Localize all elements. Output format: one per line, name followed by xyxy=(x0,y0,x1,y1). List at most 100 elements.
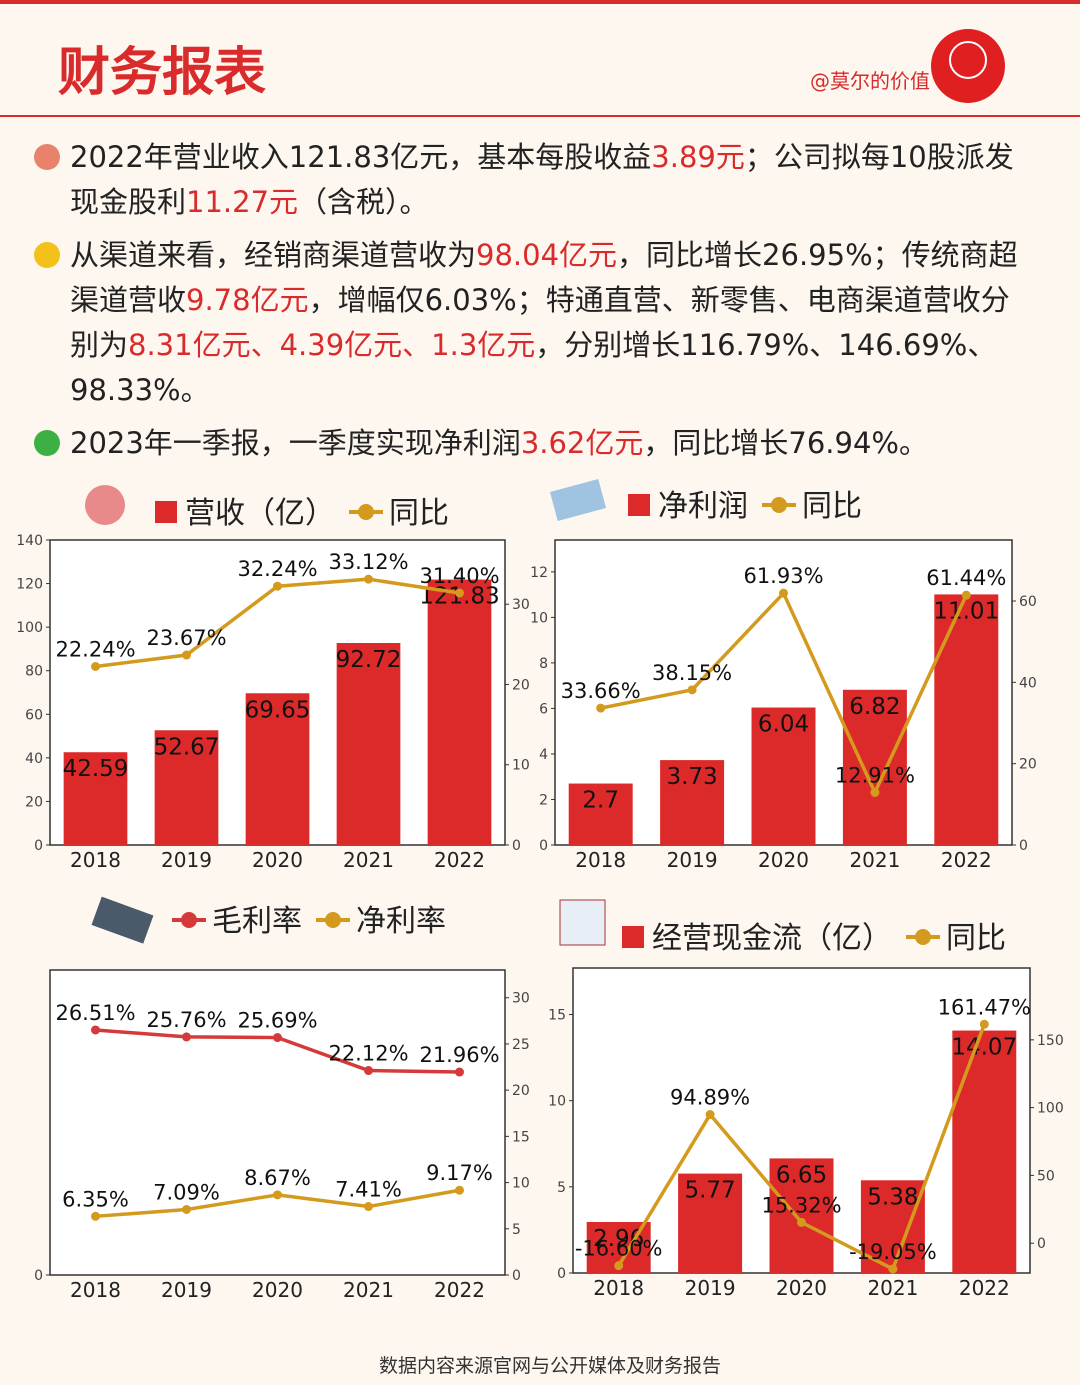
y-tick-label: 4 xyxy=(539,747,548,763)
y-tick-label: 120 xyxy=(16,577,43,593)
line-point xyxy=(182,650,191,660)
text: ，同比增长76.94%。 xyxy=(643,426,928,460)
y-tick-label: 0 xyxy=(34,838,43,854)
bar-label: 6.04 xyxy=(758,712,809,738)
line-point xyxy=(779,588,788,598)
y2-tick-label: 0 xyxy=(512,1268,521,1284)
text: ；公司拟每10股派发现金股利 xyxy=(70,140,1014,219)
text: （含税）。 xyxy=(298,185,429,219)
bar xyxy=(63,752,128,845)
line-label: 7.41% xyxy=(335,1178,402,1202)
text: 2023年一季报，一季度实现净利润 xyxy=(70,426,521,460)
line-label: 8.67% xyxy=(244,1166,311,1190)
y-tick-label: 15 xyxy=(548,1008,566,1024)
legend-label: 同比 xyxy=(389,496,449,531)
y-tick-label: 80 xyxy=(25,664,43,680)
y2-tick-label: 40 xyxy=(1019,675,1037,691)
bar-label: 14.07 xyxy=(951,1035,1017,1061)
line-point xyxy=(91,1025,100,1035)
x-tick-label: 2018 xyxy=(593,1276,644,1300)
legend-swatch xyxy=(915,929,931,945)
line-point xyxy=(273,581,282,591)
line-point xyxy=(91,661,100,671)
bar xyxy=(660,760,725,845)
x-tick-label: 2021 xyxy=(849,848,900,872)
y2-tick-label: 20 xyxy=(512,1083,530,1099)
bar-label: 92.72 xyxy=(336,647,402,673)
bar-label: 6.82 xyxy=(849,694,900,720)
y-tick-label: 10 xyxy=(548,1094,566,1110)
line-label: -16.60% xyxy=(575,1237,663,1261)
x-tick-label: 2020 xyxy=(252,848,303,872)
legend-swatch xyxy=(628,494,650,516)
line-label: 38.15% xyxy=(652,661,732,685)
x-tick-label: 2020 xyxy=(776,1276,827,1300)
line-point xyxy=(182,1204,191,1214)
line-point xyxy=(273,1190,282,1200)
x-tick-label: 2020 xyxy=(758,848,809,872)
avatar-face xyxy=(949,41,987,79)
line-point xyxy=(455,1067,464,1077)
line-label: 7.09% xyxy=(153,1180,220,1204)
legend-swatch xyxy=(181,912,197,928)
paragraph: 2022年营业收入121.83亿元，基本每股收益3.89元；公司拟每10股派发现… xyxy=(34,135,1020,225)
y-tick-label: 5 xyxy=(557,1180,566,1196)
line-label: 32.24% xyxy=(237,557,317,581)
line-label: 26.51% xyxy=(55,1001,135,1025)
bar-label: 5.77 xyxy=(684,1178,735,1204)
y-tick-label: 0 xyxy=(34,1268,43,1284)
y2-tick-label: 20 xyxy=(1019,757,1037,773)
bullet xyxy=(34,144,60,170)
line-point xyxy=(797,1217,806,1227)
line-point xyxy=(614,1261,624,1271)
line-point xyxy=(455,588,464,598)
legend-swatch xyxy=(358,504,374,520)
line-point xyxy=(364,1066,373,1076)
text: ，同比增长26.95%；传统商超渠道营收 xyxy=(70,238,1018,317)
line-label: 61.44% xyxy=(926,566,1006,590)
line-label: 33.12% xyxy=(328,550,408,574)
line-point xyxy=(888,1264,898,1274)
text: ，增幅仅6.03%；特通直营、新零售、电商渠道营收分别为 xyxy=(70,283,1010,362)
legend-label: 同比 xyxy=(802,489,862,524)
bar xyxy=(568,783,633,845)
footer: 数据内容来源官网与公开媒体及财务报告 xyxy=(379,1355,721,1377)
y2-tick-label: 30 xyxy=(512,597,530,613)
line-point xyxy=(182,1032,191,1042)
y2-tick-label: 30 xyxy=(512,991,530,1007)
bullet xyxy=(34,430,60,456)
bar xyxy=(336,643,401,845)
highlight-text: 8.31亿元、4.39亿元、1.3亿元 xyxy=(128,328,536,362)
x-tick-label: 2019 xyxy=(667,848,718,872)
line-point xyxy=(273,1033,282,1043)
bar-label: 6.65 xyxy=(776,1162,827,1188)
y2-tick-label: 15 xyxy=(512,1129,530,1145)
x-tick-label: 2021 xyxy=(343,848,394,872)
line-point xyxy=(364,574,373,584)
bar-label: 5.38 xyxy=(867,1184,918,1210)
bar xyxy=(952,1030,1017,1273)
legend-label: 经营现金流（亿） xyxy=(652,921,892,956)
y2-tick-label: 60 xyxy=(1019,594,1037,610)
y-tick-label: 0 xyxy=(557,1266,566,1282)
highlight-text: 3.89元 xyxy=(651,140,745,174)
line-label: 23.67% xyxy=(146,626,226,650)
icon-piggy xyxy=(85,485,125,525)
bar xyxy=(751,707,816,845)
paragraph: 从渠道来看，经销商渠道营收为98.04亿元，同比增长26.95%；传统商超渠道营… xyxy=(34,233,1020,413)
line-label: 161.47% xyxy=(938,995,1031,1019)
y-tick-label: 60 xyxy=(25,707,43,723)
line-point xyxy=(91,1211,100,1221)
bar-label: 52.67 xyxy=(154,734,220,760)
highlight-text: 11.27元 xyxy=(186,185,299,219)
y-tick-label: 40 xyxy=(25,751,43,767)
y2-tick-label: 0 xyxy=(1019,838,1028,854)
bullet xyxy=(34,242,60,268)
bar xyxy=(769,1158,834,1273)
bar-label: 69.65 xyxy=(245,697,311,723)
bar xyxy=(842,689,907,845)
line-label: 22.12% xyxy=(328,1042,408,1066)
x-tick-label: 2018 xyxy=(575,848,626,872)
highlight-text: 98.04亿元 xyxy=(476,238,618,272)
